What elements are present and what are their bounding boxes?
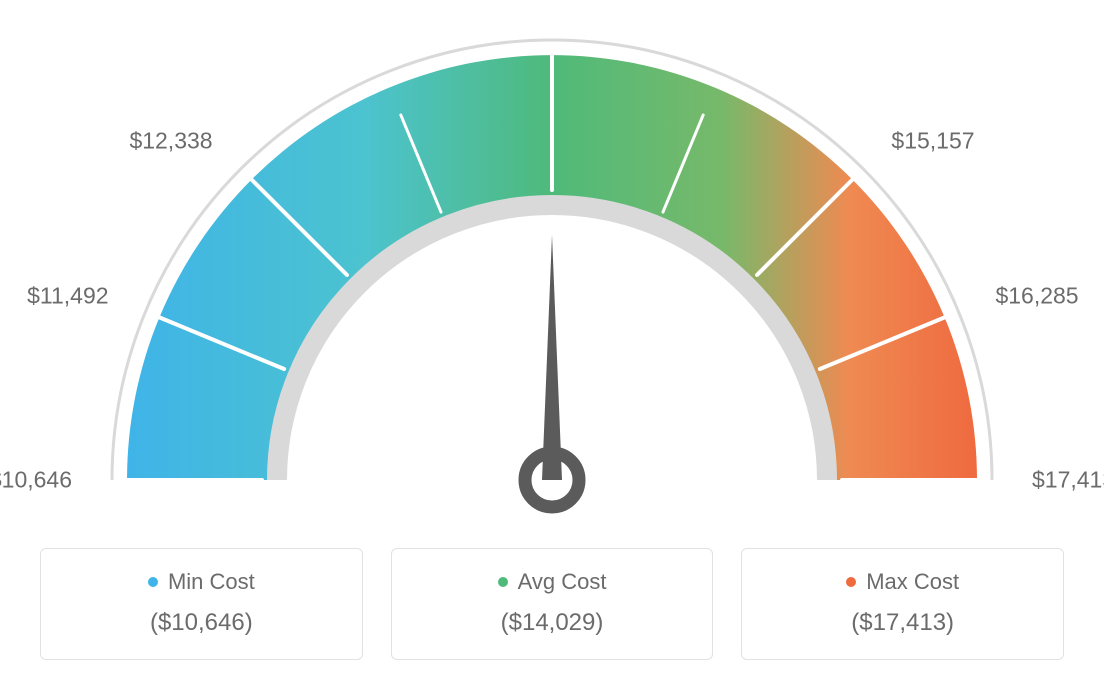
max-cost-card: Max Cost ($17,413) — [741, 548, 1064, 660]
dot-icon — [846, 577, 856, 587]
summary-cards: Min Cost ($10,646) Avg Cost ($14,029) Ma… — [40, 548, 1064, 660]
gauge-tick-label: $11,492 — [27, 283, 108, 310]
min-cost-value: ($10,646) — [51, 609, 352, 637]
min-cost-card: Min Cost ($10,646) — [40, 548, 363, 660]
gauge: $10,646$11,492$12,338$14,029$15,157$16,2… — [0, 0, 1104, 520]
avg-cost-value: ($14,029) — [402, 609, 703, 637]
gauge-tick-label: $16,285 — [995, 283, 1078, 310]
gauge-tick-label: $17,413 — [1032, 467, 1104, 494]
chart-container: $10,646$11,492$12,338$14,029$15,157$16,2… — [0, 0, 1104, 690]
max-cost-value: ($17,413) — [752, 609, 1053, 637]
dot-icon — [148, 577, 158, 587]
dot-icon — [498, 577, 508, 587]
avg-cost-title: Avg Cost — [498, 569, 607, 595]
gauge-tick-label: $10,646 — [0, 467, 72, 494]
gauge-tick-label: $12,338 — [129, 127, 212, 154]
gauge-svg — [0, 0, 1104, 560]
gauge-tick-label: $15,157 — [891, 127, 974, 154]
min-cost-title: Min Cost — [148, 569, 255, 595]
avg-cost-label: Avg Cost — [518, 569, 607, 595]
avg-cost-card: Avg Cost ($14,029) — [391, 548, 714, 660]
min-cost-label: Min Cost — [168, 569, 255, 595]
max-cost-label: Max Cost — [866, 569, 959, 595]
max-cost-title: Max Cost — [846, 569, 959, 595]
